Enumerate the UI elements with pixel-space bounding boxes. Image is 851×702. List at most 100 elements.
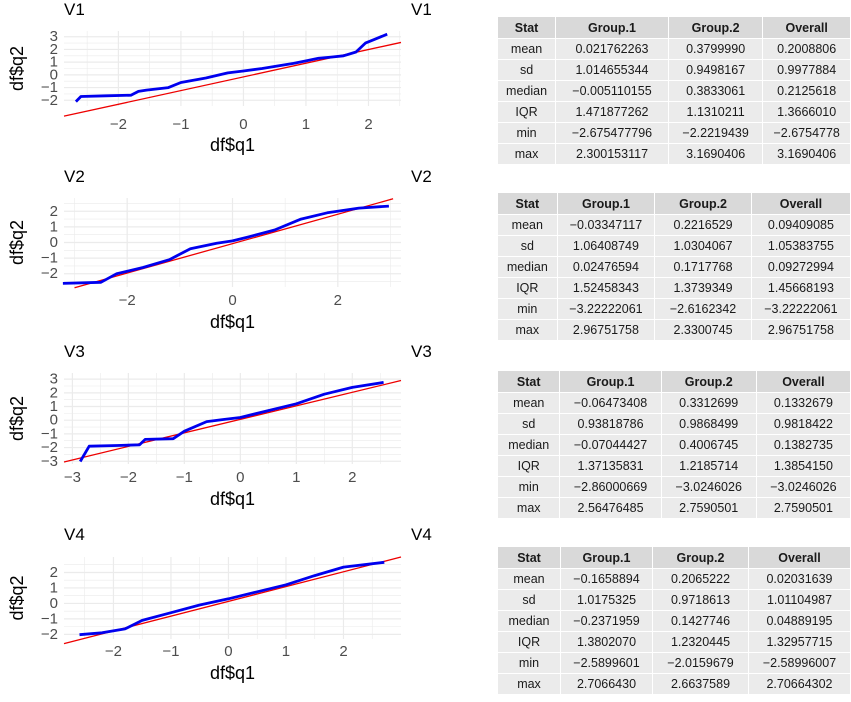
table-cell: 0.3312699 bbox=[660, 392, 757, 414]
table-row: IQR 1.52458343 1.3739349 1.45668193 bbox=[497, 277, 851, 299]
table-cell: 3.1690406 bbox=[762, 143, 851, 165]
y-tick-label: 2 bbox=[50, 41, 58, 58]
table-cell: −2.5899601 bbox=[560, 652, 653, 674]
table-row: mean −0.03347117 0.2216529 0.09409085 bbox=[497, 214, 851, 236]
table-row: median −0.2371959 0.1427746 0.04889195 bbox=[497, 610, 851, 632]
table-cell: 0.3799990 bbox=[667, 38, 764, 60]
table-row: max 2.96751758 2.3300745 2.96751758 bbox=[497, 319, 851, 341]
table-cell: −3.0246026 bbox=[755, 476, 851, 498]
table-cell: 1.45668193 bbox=[750, 277, 851, 299]
table-cell: 1.2185714 bbox=[660, 455, 757, 477]
table-row: min −2.5899601 −2.0159679 −2.58996007 bbox=[497, 652, 851, 674]
panel-title-right: V1 bbox=[411, 0, 432, 19]
table-cell: 1.471877262 bbox=[555, 101, 669, 123]
table-cell: 1.01104987 bbox=[748, 589, 851, 611]
y-tick-label: 1 bbox=[50, 218, 58, 235]
table-cell: min bbox=[497, 652, 561, 674]
table-cell: −2.6754778 bbox=[762, 122, 851, 144]
table-header-row: Stat Group.1 Group.2 Overall bbox=[497, 192, 851, 215]
table-cell: −2.86000669 bbox=[559, 476, 662, 498]
column-header: Overall bbox=[748, 546, 851, 569]
table-cell: 0.2008806 bbox=[762, 38, 851, 60]
table-cell: 0.1717768 bbox=[654, 256, 752, 278]
table-cell: sd bbox=[496, 59, 557, 81]
y-axis-label: df$q2 bbox=[7, 575, 27, 620]
qq-line bbox=[74, 32, 388, 103]
table-cell: IQR bbox=[497, 277, 558, 299]
table-header-row: Stat Group.1 Group.2 Overall bbox=[496, 16, 851, 39]
y-axis-label: df$q2 bbox=[7, 46, 27, 91]
table-cell: 0.9718613 bbox=[652, 589, 749, 611]
table-cell: −3.22222061 bbox=[556, 298, 656, 320]
table-cell: min bbox=[496, 476, 561, 498]
table-cell: IQR bbox=[496, 101, 557, 123]
y-tick-label: 2 bbox=[50, 384, 58, 401]
table-cell: 1.52458343 bbox=[556, 277, 656, 299]
y-tick-label: 2 bbox=[50, 203, 58, 220]
table-row: IQR 1.3802070 1.2320445 1.32957715 bbox=[497, 631, 851, 653]
x-axis-label: df$q1 bbox=[210, 489, 255, 509]
x-tick-label: 0 bbox=[228, 292, 236, 309]
y-tick-label: 0 bbox=[50, 412, 58, 429]
x-tick-label: 0 bbox=[239, 116, 247, 133]
table-cell: sd bbox=[497, 589, 561, 611]
table-cell: 2.96751758 bbox=[556, 319, 656, 341]
table-cell: −3.22222061 bbox=[750, 298, 851, 320]
x-tick-label: 1 bbox=[292, 469, 300, 486]
table-cell: 2.56476485 bbox=[559, 497, 662, 519]
panel-title-right: V4 bbox=[411, 525, 432, 544]
stats-table-v1: Stat Group.1 Group.2 Overall mean 0.021762263… bbox=[496, 16, 851, 165]
x-tick-label: 0 bbox=[236, 469, 244, 486]
table-cell: 1.37135831 bbox=[559, 455, 662, 477]
table-cell: 0.9868499 bbox=[660, 413, 757, 435]
table-cell: 0.2216529 bbox=[654, 214, 752, 236]
table-cell: −0.07044427 bbox=[559, 434, 662, 456]
table-cell: min bbox=[496, 122, 557, 144]
y-tick-label: −1 bbox=[41, 610, 58, 627]
table-cell: 1.2320445 bbox=[652, 631, 749, 653]
table-row: sd 1.06408749 1.0304067 1.05383755 bbox=[497, 235, 851, 257]
table-cell: −2.675477796 bbox=[555, 122, 669, 144]
x-tick-label: −1 bbox=[162, 643, 179, 660]
table-cell: −0.06473408 bbox=[559, 392, 662, 414]
table-cell: −2.6162342 bbox=[654, 298, 752, 320]
x-axis-label: df$q1 bbox=[210, 663, 255, 683]
y-tick-label: 3 bbox=[50, 371, 58, 388]
table-cell: 2.96751758 bbox=[750, 319, 851, 341]
x-tick-label: 0 bbox=[224, 643, 232, 660]
column-header: Overall bbox=[762, 16, 851, 39]
table-cell: max bbox=[496, 497, 561, 519]
y-tick-label: −2 bbox=[41, 92, 58, 109]
x-tick-label: −3 bbox=[64, 469, 81, 486]
table-cell: sd bbox=[496, 413, 561, 435]
column-header: Group.1 bbox=[559, 370, 662, 393]
x-tick-label: 2 bbox=[334, 292, 342, 309]
table-cell: −3.0246026 bbox=[660, 476, 757, 498]
qq-line bbox=[78, 381, 384, 463]
column-header: Group.1 bbox=[555, 16, 669, 39]
y-tick-label: −1 bbox=[41, 250, 58, 267]
x-axis-label: df$q1 bbox=[210, 312, 255, 332]
x-tick-label: 2 bbox=[364, 116, 372, 133]
table-cell: 0.02031639 bbox=[748, 568, 851, 590]
table-row: min −2.86000669 −3.0246026 −3.0246026 bbox=[496, 476, 851, 498]
column-header: Group.2 bbox=[654, 192, 752, 215]
table-cell: IQR bbox=[496, 455, 561, 477]
y-tick-label: 1 bbox=[50, 398, 58, 415]
table-cell: 0.9818422 bbox=[755, 413, 851, 435]
table-cell: 2.3300745 bbox=[654, 319, 752, 341]
table-cell: mean bbox=[496, 392, 561, 414]
table-cell: mean bbox=[496, 38, 557, 60]
stats-table-v4: Stat Group.1 Group.2 Overall mean −0.1658894 0… bbox=[497, 546, 851, 695]
y-tick-label: 1 bbox=[50, 54, 58, 71]
table-cell: 0.1332679 bbox=[755, 392, 851, 414]
table-cell: 0.3833061 bbox=[667, 80, 764, 102]
table-cell: IQR bbox=[497, 631, 561, 653]
table-cell: max bbox=[497, 319, 558, 341]
y-tick-label: −1 bbox=[41, 425, 58, 442]
y-tick-label: 0 bbox=[50, 595, 58, 612]
